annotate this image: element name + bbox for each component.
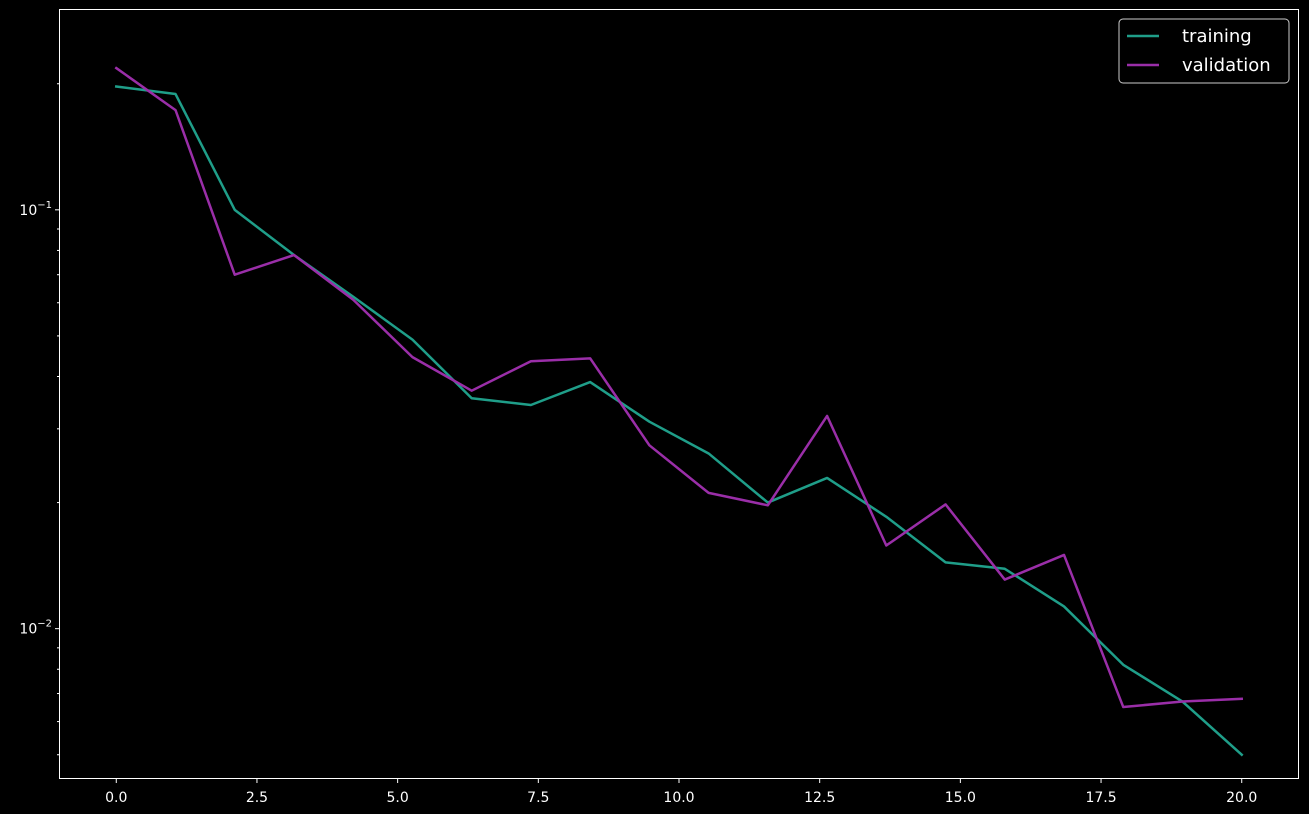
x-tick-label: 17.5 [1085, 790, 1116, 806]
axis-layer: 0.0 2.5 5.0 7.5 10.0 12.5 15.0 17.5 20.010−210−1 [19, 83, 1257, 806]
legend: training validation [1118, 18, 1290, 84]
y-tick-label-base: 10 [19, 622, 37, 638]
x-tick-label: 5.0 [387, 790, 409, 806]
legend-label-validation: validation [1182, 55, 1271, 76]
y-tick-label: 10−2 [19, 619, 52, 638]
y-tick-label: 10−1 [19, 200, 52, 219]
x-tick-label: 20.0 [1226, 790, 1257, 806]
legend-label-training: training [1182, 26, 1252, 47]
legend-frame [1118, 18, 1290, 84]
series-layer [114, 66, 1244, 757]
y-tick-label-exponent: −1 [37, 200, 52, 211]
x-tick-label: 15.0 [945, 790, 976, 806]
x-tick-label: 10.0 [663, 790, 694, 806]
y-tick-label-exponent: −2 [37, 619, 52, 630]
x-tick-label: 7.5 [527, 790, 549, 806]
x-tick-label: 2.5 [246, 790, 268, 806]
y-tick-label-base: 10 [19, 203, 37, 219]
x-tick-label: 12.5 [804, 790, 835, 806]
x-tick-label: 0.0 [105, 790, 127, 806]
series-line-validation [114, 66, 1244, 709]
